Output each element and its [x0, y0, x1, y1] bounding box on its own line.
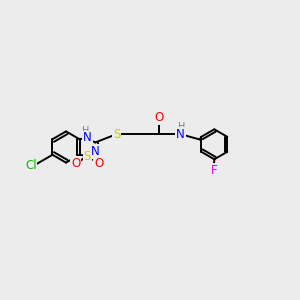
Text: S: S — [113, 128, 120, 141]
Text: H: H — [178, 122, 185, 133]
Text: N: N — [176, 128, 185, 141]
Text: O: O — [154, 111, 163, 124]
Text: H: H — [82, 126, 89, 136]
Text: N: N — [83, 131, 92, 145]
Text: O: O — [71, 157, 80, 170]
Text: S: S — [84, 149, 91, 163]
Text: O: O — [94, 157, 103, 170]
Text: Cl: Cl — [25, 159, 37, 172]
Text: F: F — [211, 164, 217, 177]
Text: N: N — [91, 145, 100, 158]
